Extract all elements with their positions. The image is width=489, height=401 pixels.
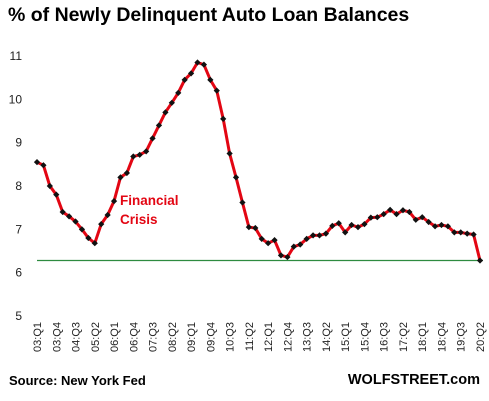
data-point-marker xyxy=(284,253,291,261)
x-tick-label: 12:Q1 xyxy=(263,322,275,352)
x-tick-label: 15:Q4 xyxy=(359,322,371,352)
data-point-marker xyxy=(470,231,477,238)
data-point-marker xyxy=(252,224,259,232)
y-axis: 5 6 7 8 9 10 11 xyxy=(9,49,23,323)
data-point-marker xyxy=(290,243,297,250)
data-point-marker xyxy=(316,232,323,239)
series-group xyxy=(33,59,484,264)
x-tick-label: 11:Q2 xyxy=(244,322,256,351)
x-tick-label: 20:Q2 xyxy=(475,322,487,352)
x-tick-label: 15:Q1 xyxy=(340,322,352,352)
data-point-marker xyxy=(194,59,201,66)
data-point-marker xyxy=(207,76,214,83)
data-point-marker xyxy=(277,252,285,259)
x-tick-label: 09:Q1 xyxy=(186,322,198,352)
data-point-marker xyxy=(65,213,73,220)
x-axis: 03:Q1 03:Q4 04:Q3 05:Q2 06:Q1 06:Q4 07:Q3 08:Q2… xyxy=(32,322,487,352)
data-point-marker xyxy=(354,224,362,231)
data-point-marker xyxy=(187,70,195,77)
y-tick-label: 7 xyxy=(15,222,22,236)
x-tick-label: 03:Q1 xyxy=(32,322,44,352)
x-tick-label: 19:Q3 xyxy=(456,322,468,352)
x-tick-label: 12:Q4 xyxy=(282,322,294,352)
x-tick-label: 06:Q1 xyxy=(109,322,121,352)
annotation-group: Financial Crisis xyxy=(120,193,179,227)
data-point-marker xyxy=(40,162,47,169)
data-point-marker xyxy=(226,150,233,157)
x-tick-label: 09:Q4 xyxy=(205,322,217,352)
x-tick-label: 10:Q3 xyxy=(225,322,237,352)
y-tick-label: 11 xyxy=(10,49,23,63)
data-point-marker xyxy=(271,237,278,244)
x-tick-label: 14:Q2 xyxy=(321,322,333,352)
x-tick-label: 06:Q4 xyxy=(128,322,140,352)
y-tick-label: 8 xyxy=(15,179,22,193)
data-point-marker xyxy=(104,211,111,219)
y-tick-label: 10 xyxy=(9,92,23,106)
x-tick-label: 17:Q2 xyxy=(398,322,410,352)
data-point-marker xyxy=(438,221,445,229)
data-point-marker xyxy=(168,99,175,106)
data-point-marker xyxy=(220,115,227,122)
x-tick-label: 13:Q3 xyxy=(302,322,314,352)
data-point-marker xyxy=(476,257,484,264)
data-point-marker xyxy=(59,208,66,216)
data-point-marker xyxy=(322,230,330,237)
data-point-marker xyxy=(239,199,246,206)
data-point-marker xyxy=(464,230,471,237)
data-point-marker xyxy=(200,61,208,68)
data-point-marker xyxy=(245,224,252,231)
brand-logo-text: WOLFSTREET.com xyxy=(347,372,480,388)
data-point-marker xyxy=(78,226,86,233)
data-point-marker xyxy=(85,234,92,242)
series-line xyxy=(36,61,482,261)
y-tick-label: 9 xyxy=(15,136,22,150)
chart-title: % of Newly Delinquent Auto Loan Balances xyxy=(8,4,410,26)
data-point-marker xyxy=(117,174,124,181)
data-point-marker xyxy=(457,229,464,236)
x-tick-label: 07:Q3 xyxy=(148,322,160,352)
y-tick-label: 5 xyxy=(15,309,22,323)
data-point-marker xyxy=(46,182,53,190)
x-tick-label: 18:Q1 xyxy=(417,322,429,352)
annotation-financial: Financial xyxy=(120,193,179,208)
data-point-marker xyxy=(136,151,143,158)
annotation-crisis: Crisis xyxy=(120,212,158,227)
source-note: Source: New York Fed xyxy=(9,373,146,388)
x-tick-label: 18:Q4 xyxy=(436,322,448,352)
x-tick-label: 03:Q4 xyxy=(51,322,63,352)
data-point-marker xyxy=(98,221,105,228)
x-tick-label: 05:Q2 xyxy=(90,322,102,352)
data-point-marker xyxy=(393,211,400,218)
data-point-marker xyxy=(123,169,130,177)
data-point-marker xyxy=(213,87,220,94)
y-tick-label: 6 xyxy=(15,266,22,280)
data-point-marker xyxy=(232,174,240,181)
data-point-marker xyxy=(149,135,156,142)
data-point-marker xyxy=(91,240,98,247)
data-point-marker xyxy=(380,211,387,218)
data-point-marker xyxy=(143,148,150,155)
data-point-marker xyxy=(110,198,118,205)
data-point-marker xyxy=(155,122,163,129)
x-tick-label: 04:Q3 xyxy=(71,322,83,352)
x-tick-label: 08:Q2 xyxy=(167,322,179,352)
data-point-marker xyxy=(162,109,169,116)
x-tick-label: 16:Q3 xyxy=(379,322,391,352)
